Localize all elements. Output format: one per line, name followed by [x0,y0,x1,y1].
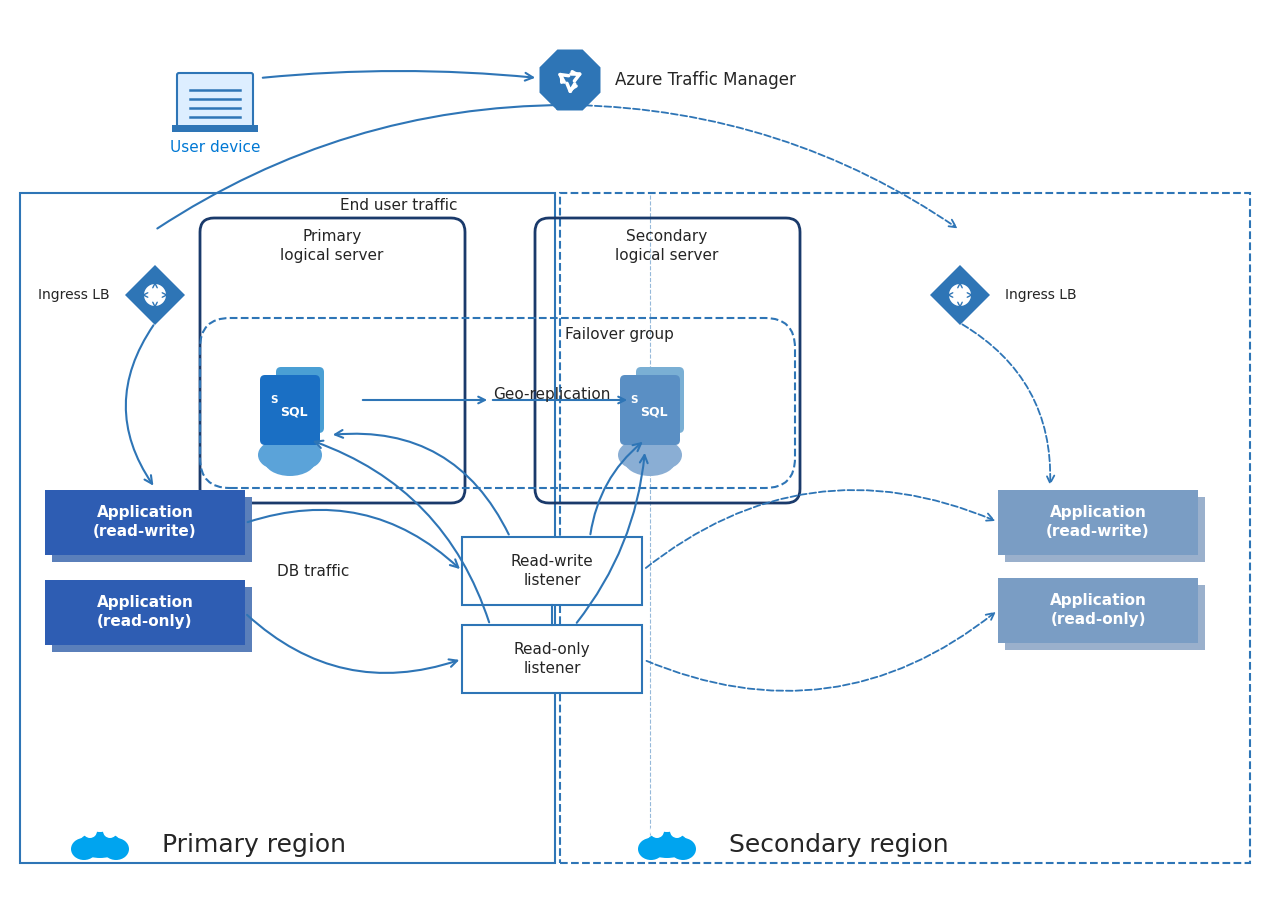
Bar [20,193,555,863]
Text: Failover group: Failover group [566,327,674,343]
Ellipse shape [646,441,683,469]
Bar [172,125,258,132]
Text: Application
(read-only): Application (read-only) [97,595,193,630]
Text: SQL: SQL [280,406,308,419]
Ellipse shape [624,444,676,476]
Polygon shape [125,265,186,325]
Polygon shape [539,49,600,111]
Ellipse shape [649,824,663,838]
Text: Ingress LB: Ingress LB [38,288,111,302]
Ellipse shape [90,822,111,832]
Text: Secondary
logical server: Secondary logical server [615,228,718,263]
Text: End user traffic: End user traffic [341,197,458,212]
Text: Primary
logical server: Primary logical server [281,228,384,263]
Text: S: S [271,395,278,405]
Bar [44,490,245,555]
Text: SQL: SQL [641,406,667,419]
Ellipse shape [258,441,294,469]
Text: Primary region: Primary region [161,833,346,857]
Ellipse shape [103,824,117,838]
Ellipse shape [264,444,316,476]
Ellipse shape [83,824,97,838]
FancyBboxPatch shape [636,367,684,433]
FancyBboxPatch shape [177,73,253,127]
Text: Application
(read-only): Application (read-only) [1050,592,1146,627]
Bar [461,537,642,605]
Circle shape [949,284,971,306]
Ellipse shape [644,832,689,858]
Text: Application
(read-write): Application (read-write) [1046,505,1150,539]
FancyBboxPatch shape [620,375,680,445]
Ellipse shape [618,441,655,469]
Ellipse shape [286,441,322,469]
Ellipse shape [85,826,114,844]
Text: Azure Traffic Manager: Azure Traffic Manager [615,71,796,89]
Circle shape [144,284,167,306]
Ellipse shape [78,832,122,858]
Text: User device: User device [170,141,261,155]
Bar [52,587,252,652]
Bar [561,193,1249,863]
Bar [1005,585,1205,650]
Text: Geo-replication: Geo-replication [493,388,610,402]
Ellipse shape [670,838,697,860]
Bar [461,625,642,693]
Ellipse shape [670,824,684,838]
Ellipse shape [657,822,677,832]
Bar [44,580,245,645]
Bar [998,578,1199,643]
Bar [52,497,252,562]
Text: Application
(read-write): Application (read-write) [93,505,197,539]
Text: Read-only
listener: Read-only listener [513,642,590,676]
FancyBboxPatch shape [276,367,324,433]
Ellipse shape [71,838,97,860]
Text: Ingress LB: Ingress LB [1005,288,1077,302]
Bar [1005,497,1205,562]
Text: DB traffic: DB traffic [277,565,350,579]
Text: S: S [630,395,638,405]
Polygon shape [930,265,990,325]
FancyBboxPatch shape [261,375,320,445]
Text: Read-write
listener: Read-write listener [511,554,594,589]
Text: Secondary region: Secondary region [730,833,948,857]
Ellipse shape [103,838,128,860]
Ellipse shape [652,826,683,844]
Bar [998,490,1199,555]
Ellipse shape [638,838,663,860]
